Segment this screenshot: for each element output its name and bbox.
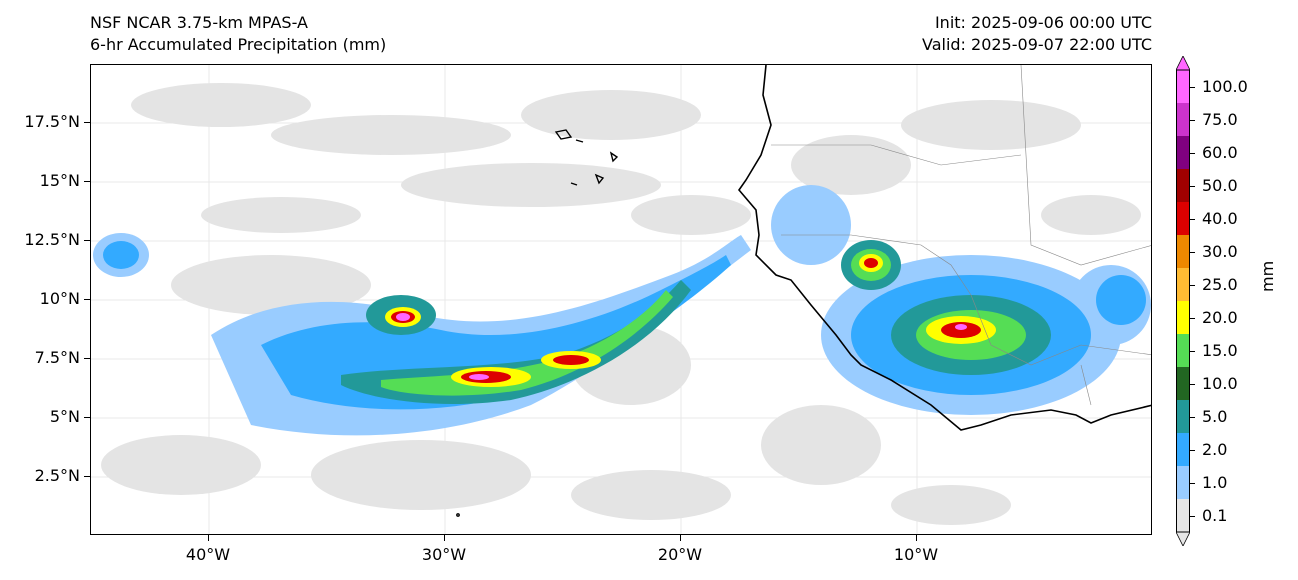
- lat-label-12-5: 12.5°N: [24, 230, 80, 249]
- colorbar-segment: [1176, 334, 1190, 367]
- lon-label-20w: 20°W: [657, 545, 703, 564]
- colorbar-tick: [1190, 185, 1195, 187]
- colorbar-label: 15.0: [1202, 340, 1238, 360]
- colorbar: [1176, 56, 1190, 546]
- colorbar-border: [1176, 69, 1190, 533]
- colorbar-extend-bottom: [1176, 531, 1190, 546]
- lat-label-10: 10°N: [39, 289, 80, 308]
- colorbar-label: 5.0: [1202, 406, 1228, 426]
- valid-time: Valid: 2025-09-07 22:00 UTC: [921, 35, 1152, 54]
- colorbar-tick: [1190, 119, 1195, 121]
- colorbar-segment: [1176, 136, 1190, 169]
- colorbar-label: 10.0: [1202, 373, 1238, 393]
- lat-tick: [84, 476, 90, 477]
- colorbar-label: 2.0: [1202, 439, 1228, 459]
- colorbar-extend-top: [1176, 56, 1190, 71]
- colorbar-tick: [1190, 218, 1195, 220]
- lon-tick: [208, 535, 209, 541]
- init-time: Init: 2025-09-06 00:00 UTC: [934, 13, 1152, 32]
- lon-label-10w: 10°W: [893, 545, 939, 564]
- colorbar-label: 0.1: [1202, 505, 1228, 525]
- colorbar-tick: [1190, 251, 1195, 253]
- colorbar-tick: [1190, 515, 1195, 517]
- colorbar-segment: [1176, 235, 1190, 268]
- colorbar-tick: [1190, 482, 1195, 484]
- colorbar-unit: mm: [1258, 260, 1277, 292]
- colorbar-segment: [1176, 202, 1190, 235]
- colorbar-label: 100.0: [1202, 76, 1248, 96]
- precip-map: [91, 65, 1151, 534]
- colorbar-label: 50.0: [1202, 175, 1238, 195]
- trace-precip-layer: [101, 83, 1141, 525]
- lat-label-15: 15°N: [39, 171, 80, 190]
- colorbar-tick: [1190, 284, 1195, 286]
- lat-tick: [84, 358, 90, 359]
- field-title: 6-hr Accumulated Precipitation (mm): [90, 35, 387, 54]
- colorbar-tick: [1190, 449, 1195, 451]
- colorbar-segment: [1176, 466, 1190, 499]
- colorbar-segment: [1176, 499, 1190, 532]
- colorbar-segment: [1176, 268, 1190, 301]
- colorbar-segment: [1176, 103, 1190, 136]
- colorbar-segment: [1176, 169, 1190, 202]
- model-title: NSF NCAR 3.75-km MPAS-A: [90, 13, 308, 32]
- colorbar-tick: [1190, 350, 1195, 352]
- lon-tick: [444, 535, 445, 541]
- colorbar-tick: [1190, 416, 1195, 418]
- lat-label-2-5: 2.5°N: [34, 466, 80, 485]
- colorbar-label: 60.0: [1202, 142, 1238, 162]
- lat-label-7-5: 7.5°N: [34, 348, 80, 367]
- lon-tick: [916, 535, 917, 541]
- coastline: [737, 65, 1151, 431]
- map-panel: [90, 64, 1152, 535]
- colorbar-segment: [1176, 433, 1190, 466]
- lat-tick: [84, 240, 90, 241]
- colorbar-label: 75.0: [1202, 109, 1238, 129]
- lon-tick: [680, 535, 681, 541]
- colorbar-tick: [1190, 317, 1195, 319]
- colorbar-segment: [1176, 70, 1190, 103]
- lat-label-5: 5°N: [49, 407, 80, 426]
- lat-tick: [84, 122, 90, 123]
- lon-label-40w: 40°W: [185, 545, 231, 564]
- colorbar-segment: [1176, 400, 1190, 433]
- lat-tick: [84, 181, 90, 182]
- country-borders: [771, 65, 1151, 406]
- cape-verde-islands: [456, 129, 619, 517]
- colorbar-segment: [1176, 301, 1190, 334]
- colorbar-label: 40.0: [1202, 208, 1238, 228]
- precip-100mm-layer: [396, 313, 967, 380]
- colorbar-tick: [1190, 152, 1195, 154]
- colorbar-label: 30.0: [1202, 241, 1238, 261]
- lat-label-17-5: 17.5°N: [24, 112, 80, 131]
- colorbar-tick: [1190, 86, 1195, 88]
- lon-label-30w: 30°W: [421, 545, 467, 564]
- colorbar-label: 20.0: [1202, 307, 1238, 327]
- lat-tick: [84, 417, 90, 418]
- colorbar-label: 1.0: [1202, 472, 1228, 492]
- colorbar-tick: [1190, 383, 1195, 385]
- time-info: Init: 2025-09-06 00:00 UTC Valid: 2025-0…: [922, 12, 1152, 56]
- map-title: NSF NCAR 3.75-km MPAS-A 6-hr Accumulated…: [90, 12, 386, 56]
- colorbar-label: 25.0: [1202, 274, 1238, 294]
- lat-tick: [84, 299, 90, 300]
- colorbar-segment: [1176, 367, 1190, 400]
